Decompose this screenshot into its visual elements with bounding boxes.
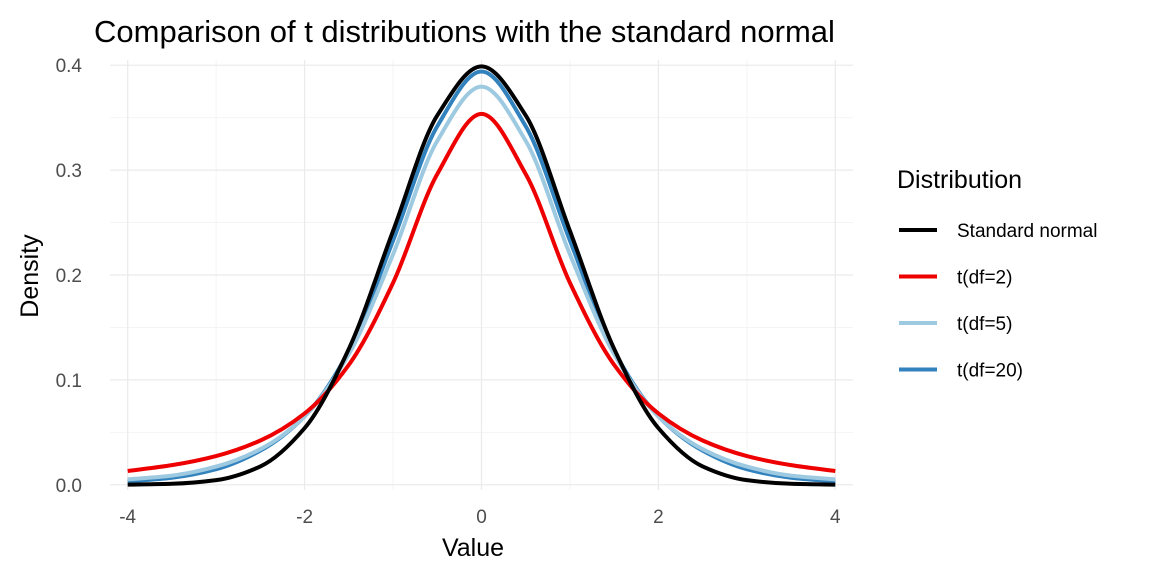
series-line-t-df-5 [127, 84, 836, 482]
grid-layer [110, 60, 853, 490]
y-tick-label: 0.2 [56, 266, 82, 287]
x-tick-label: -2 [296, 507, 313, 528]
legend-label-t-df-20: t(df=20) [957, 361, 1023, 382]
x-tick-labels: -4 -2 0 2 4 [119, 507, 841, 528]
y-tick-label: 0.1 [56, 371, 82, 392]
series-line-standard-normal [127, 64, 836, 487]
y-axis-title: Density [16, 234, 44, 318]
legend-label-standard-normal: Standard normal [957, 221, 1097, 242]
y-tick-label: 0.3 [56, 161, 82, 182]
y-tick-label: 0.0 [56, 476, 82, 497]
series-line-t-df-2 [127, 111, 836, 474]
x-axis-title: Value [442, 534, 504, 562]
chart-title: Comparison of t distributions with the s… [94, 14, 835, 49]
x-tick-label: 4 [830, 507, 841, 528]
x-tick-label: -4 [119, 507, 136, 528]
y-tick-labels: 0.0 0.1 0.2 0.3 0.4 [56, 56, 83, 497]
legend-label-t-df-2: t(df=2) [957, 268, 1012, 289]
series-layer [127, 64, 836, 487]
legend-label-t-df-5: t(df=5) [957, 314, 1012, 335]
x-tick-label: 2 [653, 507, 664, 528]
legend-items: Standard normal t(df=2) t(df=5) t(df=20) [899, 221, 1097, 382]
legend: Distribution Standard normal t(df=2) t(df=… [897, 166, 1097, 382]
legend-title: Distribution [897, 166, 1022, 194]
y-tick-label: 0.4 [56, 56, 83, 77]
x-tick-label: 0 [476, 507, 487, 528]
